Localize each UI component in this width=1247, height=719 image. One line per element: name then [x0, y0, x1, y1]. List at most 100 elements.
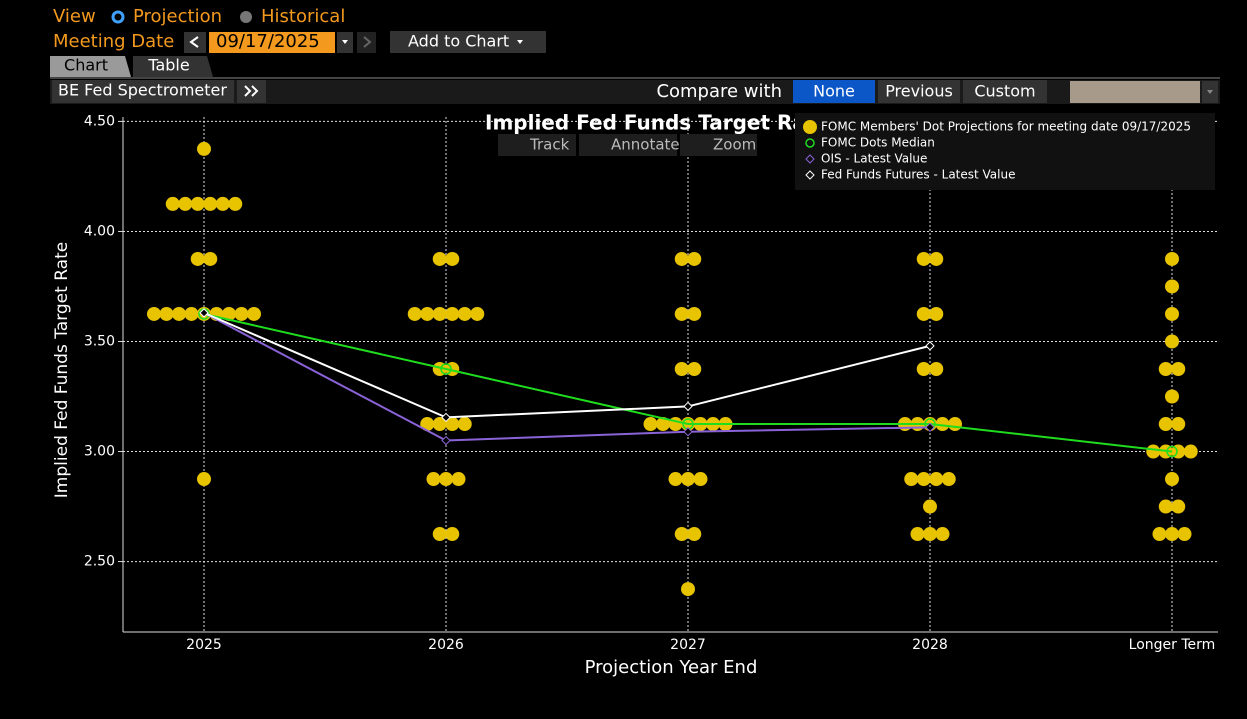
expand-icon	[244, 85, 252, 97]
legend-symbol	[805, 154, 815, 164]
date-field[interactable]	[209, 32, 335, 53]
dot	[184, 306, 199, 321]
dot	[1165, 251, 1179, 266]
legend-label: OIS - Latest Value	[821, 152, 927, 166]
track-button[interactable]	[498, 134, 576, 156]
legend-symbol	[805, 170, 815, 180]
dot	[916, 361, 931, 376]
line	[203, 311, 931, 442]
dot	[1152, 527, 1167, 542]
marker	[683, 401, 693, 412]
dot	[445, 417, 460, 432]
dot	[1171, 499, 1186, 514]
dot	[432, 527, 447, 542]
dot	[929, 251, 944, 266]
compare-option[interactable]: Custom	[974, 82, 1035, 101]
dot	[420, 417, 435, 432]
dot	[457, 417, 472, 432]
dot	[222, 306, 236, 321]
dot	[426, 472, 441, 487]
line	[203, 311, 931, 419]
dot	[1158, 499, 1173, 514]
dot	[687, 251, 702, 266]
dot	[1146, 444, 1161, 459]
toolbar-label[interactable]: Track	[529, 136, 570, 154]
x-tick-label: 2028	[912, 637, 948, 653]
radio-label[interactable]: Projection	[133, 6, 222, 27]
x-axis-label: Projection Year End	[585, 657, 758, 678]
dot	[445, 251, 460, 266]
add-to-chart-label[interactable]: Add to Chart	[408, 32, 509, 51]
compare-none[interactable]	[793, 80, 875, 103]
dot	[432, 417, 447, 432]
marker	[925, 341, 935, 351]
legend-label: FOMC Dots Median	[821, 136, 935, 150]
dot	[929, 306, 944, 321]
dot	[941, 472, 956, 487]
compare-option[interactable]: Previous	[885, 82, 953, 101]
toolbar-label[interactable]: Annotate	[611, 136, 680, 154]
dot	[147, 306, 161, 321]
next-button[interactable]	[357, 32, 376, 53]
dot	[681, 582, 695, 597]
line	[203, 313, 1173, 453]
radio-label[interactable]: Historical	[261, 6, 345, 27]
tab-label[interactable]: Chart	[64, 56, 108, 75]
dot	[693, 472, 708, 487]
dot	[228, 196, 243, 211]
zoom-button[interactable]	[680, 134, 757, 156]
prev-button[interactable]	[184, 32, 206, 53]
dot	[674, 306, 689, 321]
y-tick-label: 2.50	[84, 554, 115, 570]
dot	[1171, 417, 1186, 432]
dot	[247, 306, 261, 321]
chart-title: Implied Fed Funds Target Rate	[485, 111, 829, 135]
dot	[172, 306, 186, 321]
marker	[440, 363, 452, 375]
dot	[916, 251, 931, 266]
tab[interactable]	[133, 56, 213, 77]
annotate-button[interactable]	[579, 134, 677, 156]
plot: 2.50 3.00 3.50 4.00 4.50 2025 2026 2027 2028 Long…	[84, 113, 1218, 653]
dot	[916, 472, 931, 487]
compare-option[interactable]: None	[813, 82, 855, 101]
y-tick-label: 4.00	[84, 223, 115, 239]
dot	[656, 417, 670, 432]
dot	[445, 306, 460, 321]
expand-button[interactable]	[237, 80, 266, 103]
dot	[203, 196, 218, 211]
x-tick-label: 2026	[428, 637, 464, 653]
dot	[1158, 417, 1173, 432]
dot	[407, 306, 422, 321]
y-axis-label: Implied Fed Funds Target Rate	[52, 242, 72, 498]
radio-selected[interactable]	[111, 10, 125, 24]
marker	[441, 435, 451, 446]
panel-label[interactable]: BE Fed Spectrometer	[58, 81, 227, 100]
x-tick-label: Longer Term	[1129, 637, 1216, 653]
compare-previous[interactable]	[878, 80, 960, 103]
toolbar-label[interactable]: Zoom	[713, 136, 756, 154]
date-value[interactable]: 09/17/2025	[216, 31, 320, 52]
tab-label[interactable]: Table	[147, 56, 189, 75]
meeting-date-label: Meeting Date	[53, 31, 174, 52]
overlay: Implied Fed Funds Target Rate Track Anno…	[485, 111, 1215, 190]
tab-active[interactable]	[50, 56, 131, 77]
compare-custom[interactable]	[963, 80, 1047, 103]
dot	[178, 196, 193, 211]
next-icon	[363, 36, 372, 48]
panel-button[interactable]	[52, 80, 234, 103]
legend	[795, 113, 1215, 190]
dot	[935, 417, 950, 432]
radio[interactable]	[240, 11, 252, 23]
legend-symbol	[803, 120, 817, 134]
add-to-chart-button[interactable]	[390, 31, 546, 53]
custom-field[interactable]	[1070, 81, 1200, 103]
dot	[203, 251, 218, 266]
marker	[1166, 445, 1178, 458]
dropdown-icon	[517, 40, 523, 44]
dot	[687, 527, 702, 542]
marker	[441, 412, 451, 423]
